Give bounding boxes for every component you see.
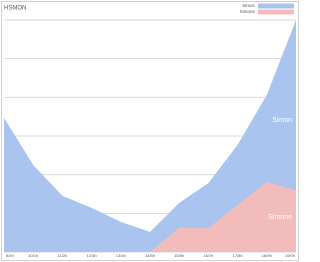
chart-title: HSMON [4,6,26,12]
x-tick-label: 11/2h [58,253,68,258]
x-tick-label: 14/5h [145,253,155,258]
legend-label: Simone [240,9,256,14]
x-tick-label: 18/9h [262,253,272,258]
legend-swatch[interactable] [258,3,294,9]
x-tick-label: 8/4h [6,253,14,258]
x-tick-label: 16/7h [203,253,213,258]
x-tick-label: 12/3h [87,253,97,258]
area [4,20,296,252]
x-tick-label: 13/4h [116,253,126,258]
x-tick-label: 17/8h [233,253,243,258]
area [150,182,296,252]
x-tick-label: 15/6h [174,253,184,258]
series-label: Simon [272,117,292,124]
x-tick-label: 19/0h [285,253,295,258]
legend-swatch[interactable] [258,9,294,15]
x-tick-label: 10/1h [28,253,38,258]
series-label: Simone [268,214,292,221]
legend-label: Simon [242,3,255,8]
